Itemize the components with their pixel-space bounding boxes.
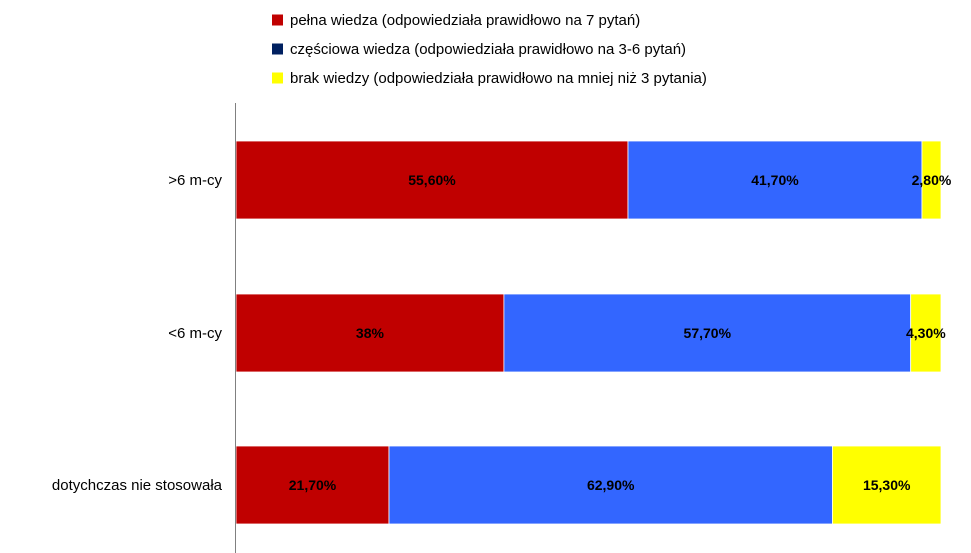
data-label-1-2: 41,70%: [751, 172, 799, 188]
bar-segment-3-3: [832, 445, 942, 525]
legend-swatch-2: [272, 43, 283, 55]
data-label-1-3: 2,80%: [912, 172, 952, 188]
bar-segment-2-2: [503, 293, 912, 373]
category-label-2: <6 m-cy: [168, 325, 222, 342]
data-label-3-2: 62,90%: [587, 477, 635, 493]
bar-segment-1-1: [235, 140, 629, 220]
bar-segment-3-2: [388, 445, 833, 525]
category-label-1: >6 m-cy: [168, 172, 222, 189]
data-label-2-1: 38%: [356, 325, 385, 341]
data-label-3-3: 15,30%: [863, 477, 911, 493]
bar-segment-2-1: [235, 293, 505, 373]
legend-entry-3: brak wiedzy (odpowiedziała prawidłowo na…: [290, 70, 707, 87]
legend-swatch-1: [272, 14, 283, 26]
bar-segment-2-3: [910, 293, 942, 373]
bar-segment-1-3: [921, 140, 942, 220]
category-label-3: dotychczas nie stosowała: [52, 477, 223, 494]
bars: [235, 140, 942, 525]
bar-segment-1-2: [627, 140, 923, 220]
data-label-2-2: 57,70%: [684, 325, 732, 341]
legend-entry-2: częściowa wiedza (odpowiedziała prawidło…: [290, 41, 686, 58]
legend-swatch-3: [272, 72, 283, 84]
bar-segment-3-1: [235, 445, 390, 525]
data-label-1-1: 55,60%: [408, 172, 456, 188]
data-labels: 55,60% 41,70% 2,80% 38% 57,70% 4,30% 21,70% 62,…: [289, 172, 952, 493]
data-label-3-1: 21,70%: [289, 477, 337, 493]
data-label-2-3: 4,30%: [906, 325, 946, 341]
legend-entry-1: pełna wiedza (odpowiedziała prawidłowo n…: [290, 12, 640, 29]
category-labels: >6 m-cy <6 m-cy dotychczas nie stosowała: [52, 172, 223, 494]
legend: pełna wiedza (odpowiedziała prawidłowo n…: [272, 12, 707, 87]
